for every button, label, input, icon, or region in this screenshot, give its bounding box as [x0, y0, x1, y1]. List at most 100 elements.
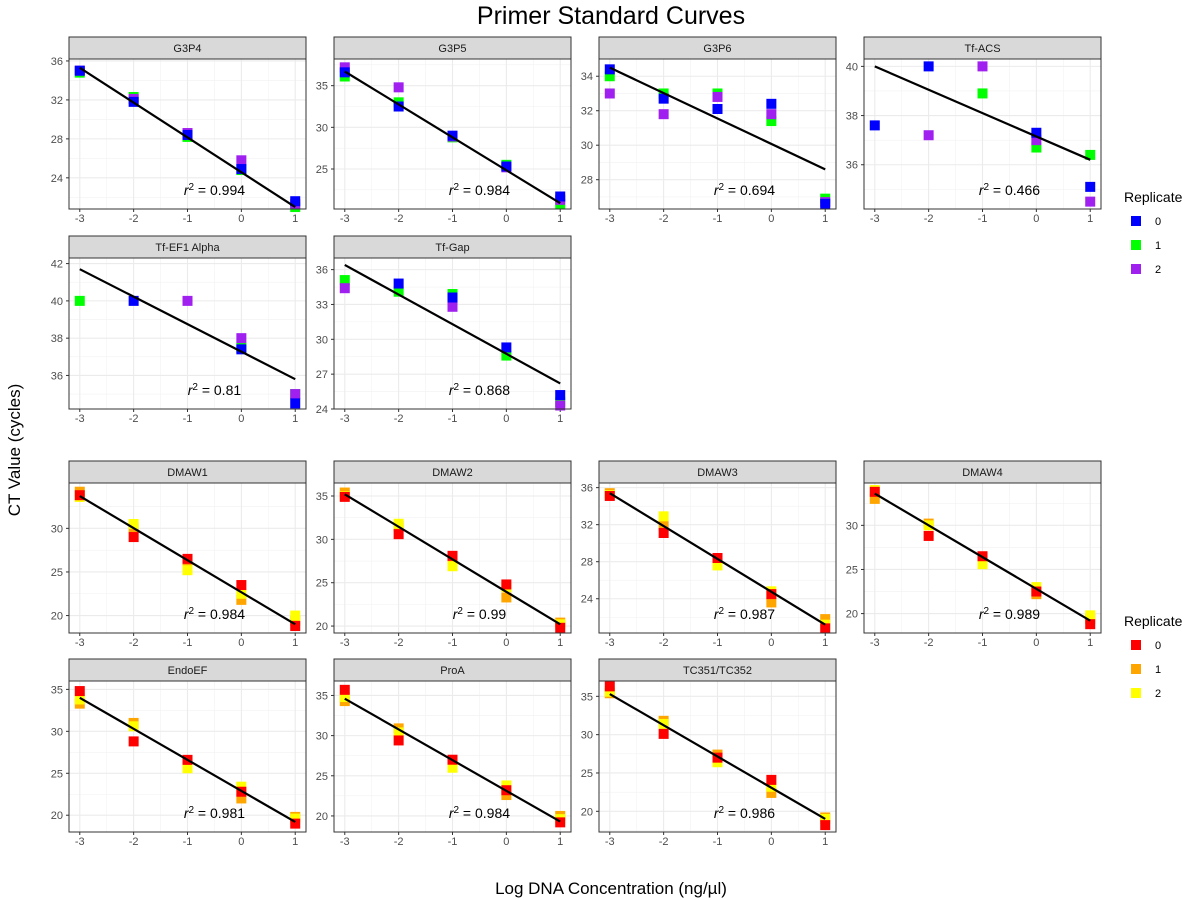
panel-g3p6-x-tick-label: -1: [713, 213, 723, 225]
panel-g3p4-point-rep2: [236, 155, 247, 166]
panel-dmaw3-x-tick-label: -1: [713, 637, 723, 649]
panel-g3p6-y-tick-label: 32: [581, 106, 593, 118]
panel-dmaw3-point-rep0: [766, 589, 777, 600]
panel-dmaw2-x-tick-label: -1: [448, 637, 458, 649]
panel-dmaw3-y-tick-label: 36: [581, 483, 593, 495]
panel-tf-gap-fit-line: [344, 264, 561, 385]
panel-g3p5-point-rep2: [339, 62, 350, 73]
panel-dmaw2-fit-line: [344, 493, 561, 626]
panel-tf-gap-x-tick-label: 0: [503, 413, 509, 425]
panel-tc351-tc352: TC351/TC352 -3 -2 -1 0 1 20 25 30 35 r2 = 0.986: [581, 658, 837, 848]
panel-g3p5-x-tick-label: -1: [448, 213, 458, 225]
panel-proa-y-tick-label: 35: [316, 690, 328, 702]
panel-endoef-x-tick-label: -2: [129, 836, 139, 848]
panel-g3p4: G3P4 -3 -2 -1 0 1 24 28 32 36 r2 = 0.994: [51, 36, 307, 225]
panel-endoef-point-rep2: [74, 694, 85, 705]
panel-endoef-x-tick-label: -1: [183, 836, 193, 848]
legend-bottom-swatch-2: [1131, 688, 1141, 698]
panel-tf-ef1-alpha: Tf-EF1 Alpha -3 -2 -1 0 1 36 38 40 42 r2 = 0.81: [51, 235, 307, 425]
panel-g3p6: G3P6 -3 -2 -1 0 1 28 30 32 34 r2 = 0.694: [581, 36, 837, 225]
panel-tf-gap: Tf-Gap -3 -2 -1 0 1 24 27 30 33 36 r2 = 0.868: [316, 235, 572, 425]
panel-proa-y-tick-label: 25: [316, 771, 328, 783]
panel-g3p4-x-tick-label: -3: [75, 213, 85, 225]
panel-endoef-point-rep2: [128, 721, 139, 732]
panel-tc351-tc352-point-rep0: [658, 728, 669, 739]
panel-tf-gap-point-rep2: [339, 283, 350, 294]
panel-dmaw3-y-tick-label: 24: [581, 594, 593, 606]
panel-tf-acs-y-tick-label: 40: [846, 61, 858, 73]
legend-bottom-label-2: 2: [1155, 688, 1161, 700]
panel-g3p6-point-rep2: [604, 88, 615, 99]
panel-tf-gap-x-tick-label: 1: [557, 413, 563, 425]
panel-tf-acs-point-rep2: [1085, 196, 1096, 207]
panel-tf-acs-point-rep2: [923, 130, 934, 141]
panel-dmaw2-point-rep1: [501, 592, 512, 603]
panel-tf-gap-x-tick-label: -3: [340, 413, 350, 425]
panel-tf-ef1-alpha-x-tick-label: -2: [129, 413, 139, 425]
panel-g3p6-point-rep0: [766, 98, 777, 109]
legend-bottom-swatch-0: [1131, 640, 1141, 650]
panel-dmaw3-fit-line: [609, 492, 826, 626]
panel-tf-acs-point-rep1: [1085, 149, 1096, 160]
panel-dmaw1-x-tick-label: -3: [75, 637, 85, 649]
panel-dmaw1-point-rep0: [182, 553, 193, 564]
panel-tf-gap-r2-label: r2 = 0.868: [449, 382, 510, 399]
panel-tc351-tc352-point-rep2: [604, 686, 615, 697]
panel-g3p5-x-tick-label: -3: [340, 213, 350, 225]
panel-dmaw3-x-tick-label: 1: [822, 637, 828, 649]
panel-tf-acs-r2-label: r2 = 0.466: [979, 182, 1040, 199]
panel-g3p4-point-rep0: [182, 129, 193, 140]
panel-g3p6-fit-line: [609, 66, 826, 171]
panel-tc351-tc352-point-rep0: [820, 820, 831, 831]
panel-tc351-tc352-y-tick-label: 25: [581, 768, 593, 780]
panel-tf-ef1-alpha-r2-label: r2 = 0.81: [188, 382, 242, 399]
panel-tf-acs-border: [863, 58, 1102, 210]
panel-dmaw4-fit-line: [874, 492, 1091, 622]
panel-tf-ef1-alpha-y-tick-label: 38: [51, 333, 63, 345]
panel-proa-fit-line: [344, 697, 561, 823]
panel-dmaw3-point-rep1: [766, 597, 777, 608]
panel-tc351-tc352-r2-label: r2 = 0.986: [714, 805, 775, 822]
panel-endoef-y-tick-label: 35: [51, 684, 63, 696]
panel-tf-gap-border: [333, 257, 572, 410]
panel-tf-gap-y-tick-label: 24: [316, 404, 328, 416]
panel-dmaw1-border: [68, 482, 307, 634]
panel-tf-ef1-alpha-x-tick-label: 1: [292, 413, 298, 425]
panel-endoef: EndoEF -3 -2 -1 0 1 20 25 30 35 r2 = 0.981: [51, 658, 307, 848]
panel-tf-acs-fit-line: [874, 65, 1091, 161]
panel-dmaw2-point-rep0: [393, 529, 404, 540]
panel-dmaw3-point-rep0: [604, 490, 615, 501]
panel-dmaw1-x-tick-label: -2: [129, 637, 139, 649]
panel-dmaw2-point-rep2: [393, 518, 404, 529]
panel-proa-y-tick-label: 20: [316, 811, 328, 823]
panel-tf-ef1-alpha-fit-line: [79, 268, 296, 381]
panel-endoef-point-rep0: [128, 736, 139, 747]
panel-proa-x-tick-label: 0: [503, 836, 509, 848]
panel-dmaw4-r2-label: r2 = 0.989: [979, 606, 1040, 623]
panel-dmaw1-point-rep1: [290, 615, 301, 626]
panel-g3p5-x-tick-label: 0: [503, 213, 509, 225]
panel-dmaw2-point-rep0: [501, 579, 512, 590]
panel-dmaw4-x-tick-label: -1: [978, 637, 988, 649]
panel-dmaw1-fit-line: [79, 495, 296, 626]
panel-g3p6-y-tick-label: 30: [581, 140, 593, 152]
panel-tc351-tc352-y-tick-label: 20: [581, 806, 593, 818]
panel-g3p6-point-rep2: [712, 91, 723, 102]
panel-dmaw1-x-tick-label: -1: [183, 637, 193, 649]
panel-tf-ef1-alpha-y-tick-label: 42: [51, 259, 63, 271]
panel-dmaw1-y-tick-label: 20: [51, 611, 63, 623]
panel-dmaw2-strip-label: DMAW2: [432, 467, 473, 479]
panel-dmaw2-y-tick-label: 25: [316, 578, 328, 590]
panel-proa-x-tick-label: 1: [557, 836, 563, 848]
panel-tc351-tc352-point-rep2: [658, 718, 669, 729]
x-axis-title: Log DNA Concentration (ng/µl): [495, 879, 727, 898]
panel-g3p4-point-rep0: [290, 196, 301, 207]
legend-bottom: Replicate 0 1 2: [1124, 613, 1183, 700]
panel-proa-x-tick-label: -3: [340, 836, 350, 848]
panel-tf-ef1-alpha-point-rep0: [236, 344, 247, 355]
panel-g3p4-x-tick-label: -2: [129, 213, 139, 225]
panel-dmaw4-border: [863, 482, 1102, 634]
panel-g3p4-fit-line: [79, 66, 296, 208]
y-axis-title: CT Value (cycles): [5, 384, 24, 517]
panel-tf-acs-point-rep0: [1085, 181, 1096, 192]
